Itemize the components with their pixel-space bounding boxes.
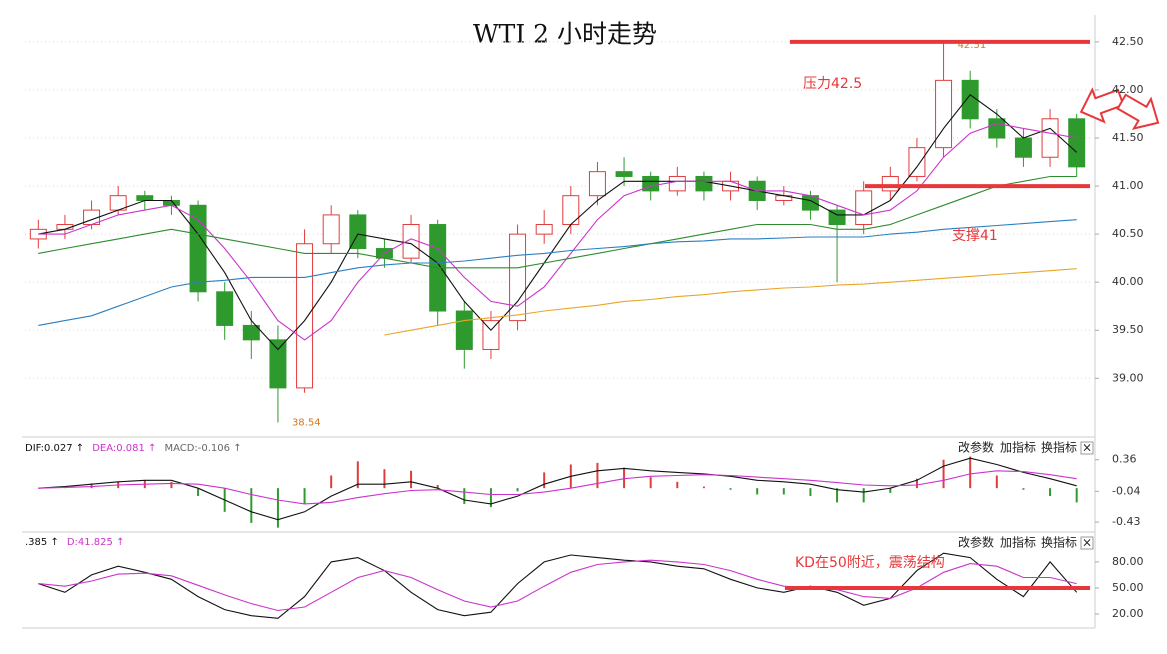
chart-title: WTI 2 小时走势 (473, 20, 657, 49)
legend-entry: D:41.825 ↑ (67, 537, 125, 548)
candle-body (1014, 137, 1032, 158)
candle-body (535, 224, 553, 235)
y-tick-label: 42.00 (1112, 83, 1144, 96)
toolbar-button[interactable]: 加指标 (1000, 535, 1036, 550)
candle-body (695, 175, 713, 192)
legend-entry: MACD:-0.106 ↑ (164, 443, 241, 454)
legend-entry: .385 ↑ (25, 537, 59, 548)
close-box[interactable] (1080, 536, 1094, 550)
candle-body (322, 214, 340, 245)
ma-line (38, 175, 1077, 269)
candle-body (668, 175, 686, 192)
candle-body (242, 324, 260, 341)
ma-line (38, 123, 1077, 341)
y-tick-label: -0.43 (1112, 515, 1140, 528)
candle-body (908, 147, 926, 177)
y-tick-label: 39.50 (1112, 323, 1144, 336)
candle-body (828, 209, 846, 226)
y-tick-label: 41.50 (1112, 131, 1144, 144)
toolbar-button[interactable]: × (1082, 441, 1092, 455)
candle-body (562, 195, 580, 226)
candle-body (588, 171, 606, 197)
candle-body (988, 118, 1006, 139)
toolbar-button[interactable]: 改参数 (958, 535, 994, 550)
macd-line (38, 457, 1077, 521)
toolbar-button[interactable]: 改参数 (958, 440, 994, 455)
y-tick-label: 50.00 (1112, 581, 1144, 594)
y-tick-label: 41.00 (1112, 179, 1144, 192)
candle-body (935, 79, 953, 149)
legend-entry: DEA:0.081 ↑ (92, 443, 156, 454)
arrow-icon (1079, 87, 1125, 124)
high-label: 42.51 (958, 40, 987, 51)
candle-body (615, 171, 633, 177)
candle-body (482, 320, 500, 350)
level-label: KD在50附近，震荡结构 (795, 555, 945, 571)
candle-body (455, 310, 473, 350)
y-tick-label: 39.00 (1112, 371, 1144, 384)
toolbar-button[interactable]: 换指标 (1041, 535, 1077, 550)
candle-body (216, 291, 234, 326)
arrow-icon (1116, 93, 1160, 130)
candle-body (855, 190, 873, 226)
ma-line (38, 94, 1078, 351)
candle-body (881, 175, 899, 192)
y-tick-label: 40.50 (1112, 227, 1144, 240)
close-box[interactable] (1080, 441, 1094, 455)
y-tick-label: 80.00 (1112, 555, 1144, 568)
y-tick-label: 42.50 (1112, 35, 1144, 48)
level-label: 压力42.5 (803, 76, 862, 92)
low-label: 38.54 (292, 418, 321, 429)
y-tick-label: 20.00 (1112, 607, 1144, 620)
toolbar-button[interactable]: × (1082, 536, 1092, 550)
toolbar-button[interactable]: 加指标 (1000, 440, 1036, 455)
ma-line (384, 268, 1077, 336)
candle-body (1068, 118, 1086, 168)
candle-body (136, 195, 154, 201)
kd-line (38, 552, 1078, 619)
legend-entry: DIF:0.027 ↑ (25, 443, 84, 454)
candle-body (269, 339, 287, 389)
candle-body (961, 79, 979, 120)
level-label: 支撑41 (952, 228, 998, 244)
y-tick-label: 40.00 (1112, 275, 1144, 288)
candle-body (349, 214, 367, 250)
macd-line (38, 470, 1077, 505)
y-tick-label: 0.36 (1112, 453, 1137, 466)
kd-line (38, 559, 1077, 612)
candle-body (189, 204, 207, 293)
ma-line (38, 219, 1077, 326)
candle-body (642, 175, 660, 192)
y-tick-label: -0.04 (1112, 484, 1140, 497)
candle-body (1041, 118, 1059, 158)
toolbar-button[interactable]: 换指标 (1041, 440, 1077, 455)
candle-body (296, 243, 314, 389)
